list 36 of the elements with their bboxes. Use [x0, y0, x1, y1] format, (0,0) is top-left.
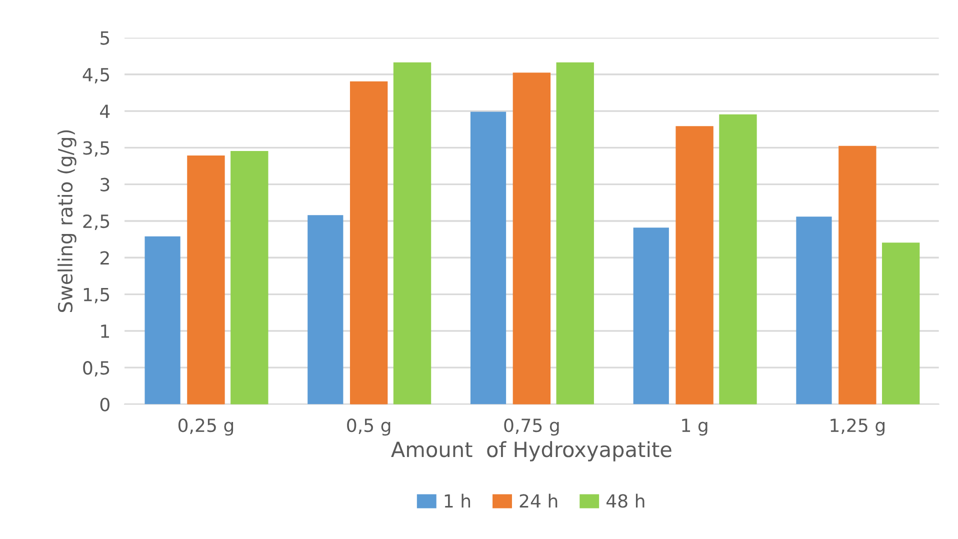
y-tick-label: 1,5 [84, 288, 110, 304]
x-tick-label: 0,25 g [178, 418, 234, 436]
bar [633, 228, 669, 404]
y-tick-label: 2,5 [83, 214, 110, 230]
x-tick-label: 1,25 g [830, 418, 884, 436]
x-axis-title: Amount of Hydroxyapatite [391, 441, 672, 462]
bar [676, 126, 714, 404]
y-tick-label: 2 [100, 251, 109, 264]
bar [556, 62, 594, 404]
bar [308, 215, 344, 404]
bar [230, 151, 268, 404]
x-tick-label: 0,5 g [347, 418, 390, 436]
bar [470, 112, 506, 404]
bar [187, 155, 225, 404]
y-tick-label: 0 [100, 398, 110, 412]
bar [512, 72, 551, 404]
y-tick-label: 1 [101, 324, 109, 338]
y-tick-label: 4,5 [82, 68, 110, 84]
legend-label: 1 h [444, 494, 470, 508]
bar [144, 236, 180, 404]
y-tick-label: 3,5 [83, 141, 110, 157]
legend-label: 24 h [520, 494, 558, 508]
bar [719, 114, 757, 404]
y-tick-label: 0,5 [83, 361, 110, 377]
bar [882, 242, 920, 404]
legend-label: 48 h [606, 494, 644, 508]
x-tick-label: 1 g [682, 418, 708, 436]
bar [393, 62, 432, 404]
y-tick-label: 3 [100, 178, 110, 192]
y-axis-title: Swelling ratio (g/g) [58, 130, 76, 312]
y-tick-label: 4 [100, 104, 110, 118]
bar [796, 216, 832, 404]
bar [838, 146, 876, 404]
x-tick-label: 0,75 g [504, 418, 559, 436]
bar [350, 81, 388, 404]
y-tick-label: 5 [100, 31, 110, 45]
